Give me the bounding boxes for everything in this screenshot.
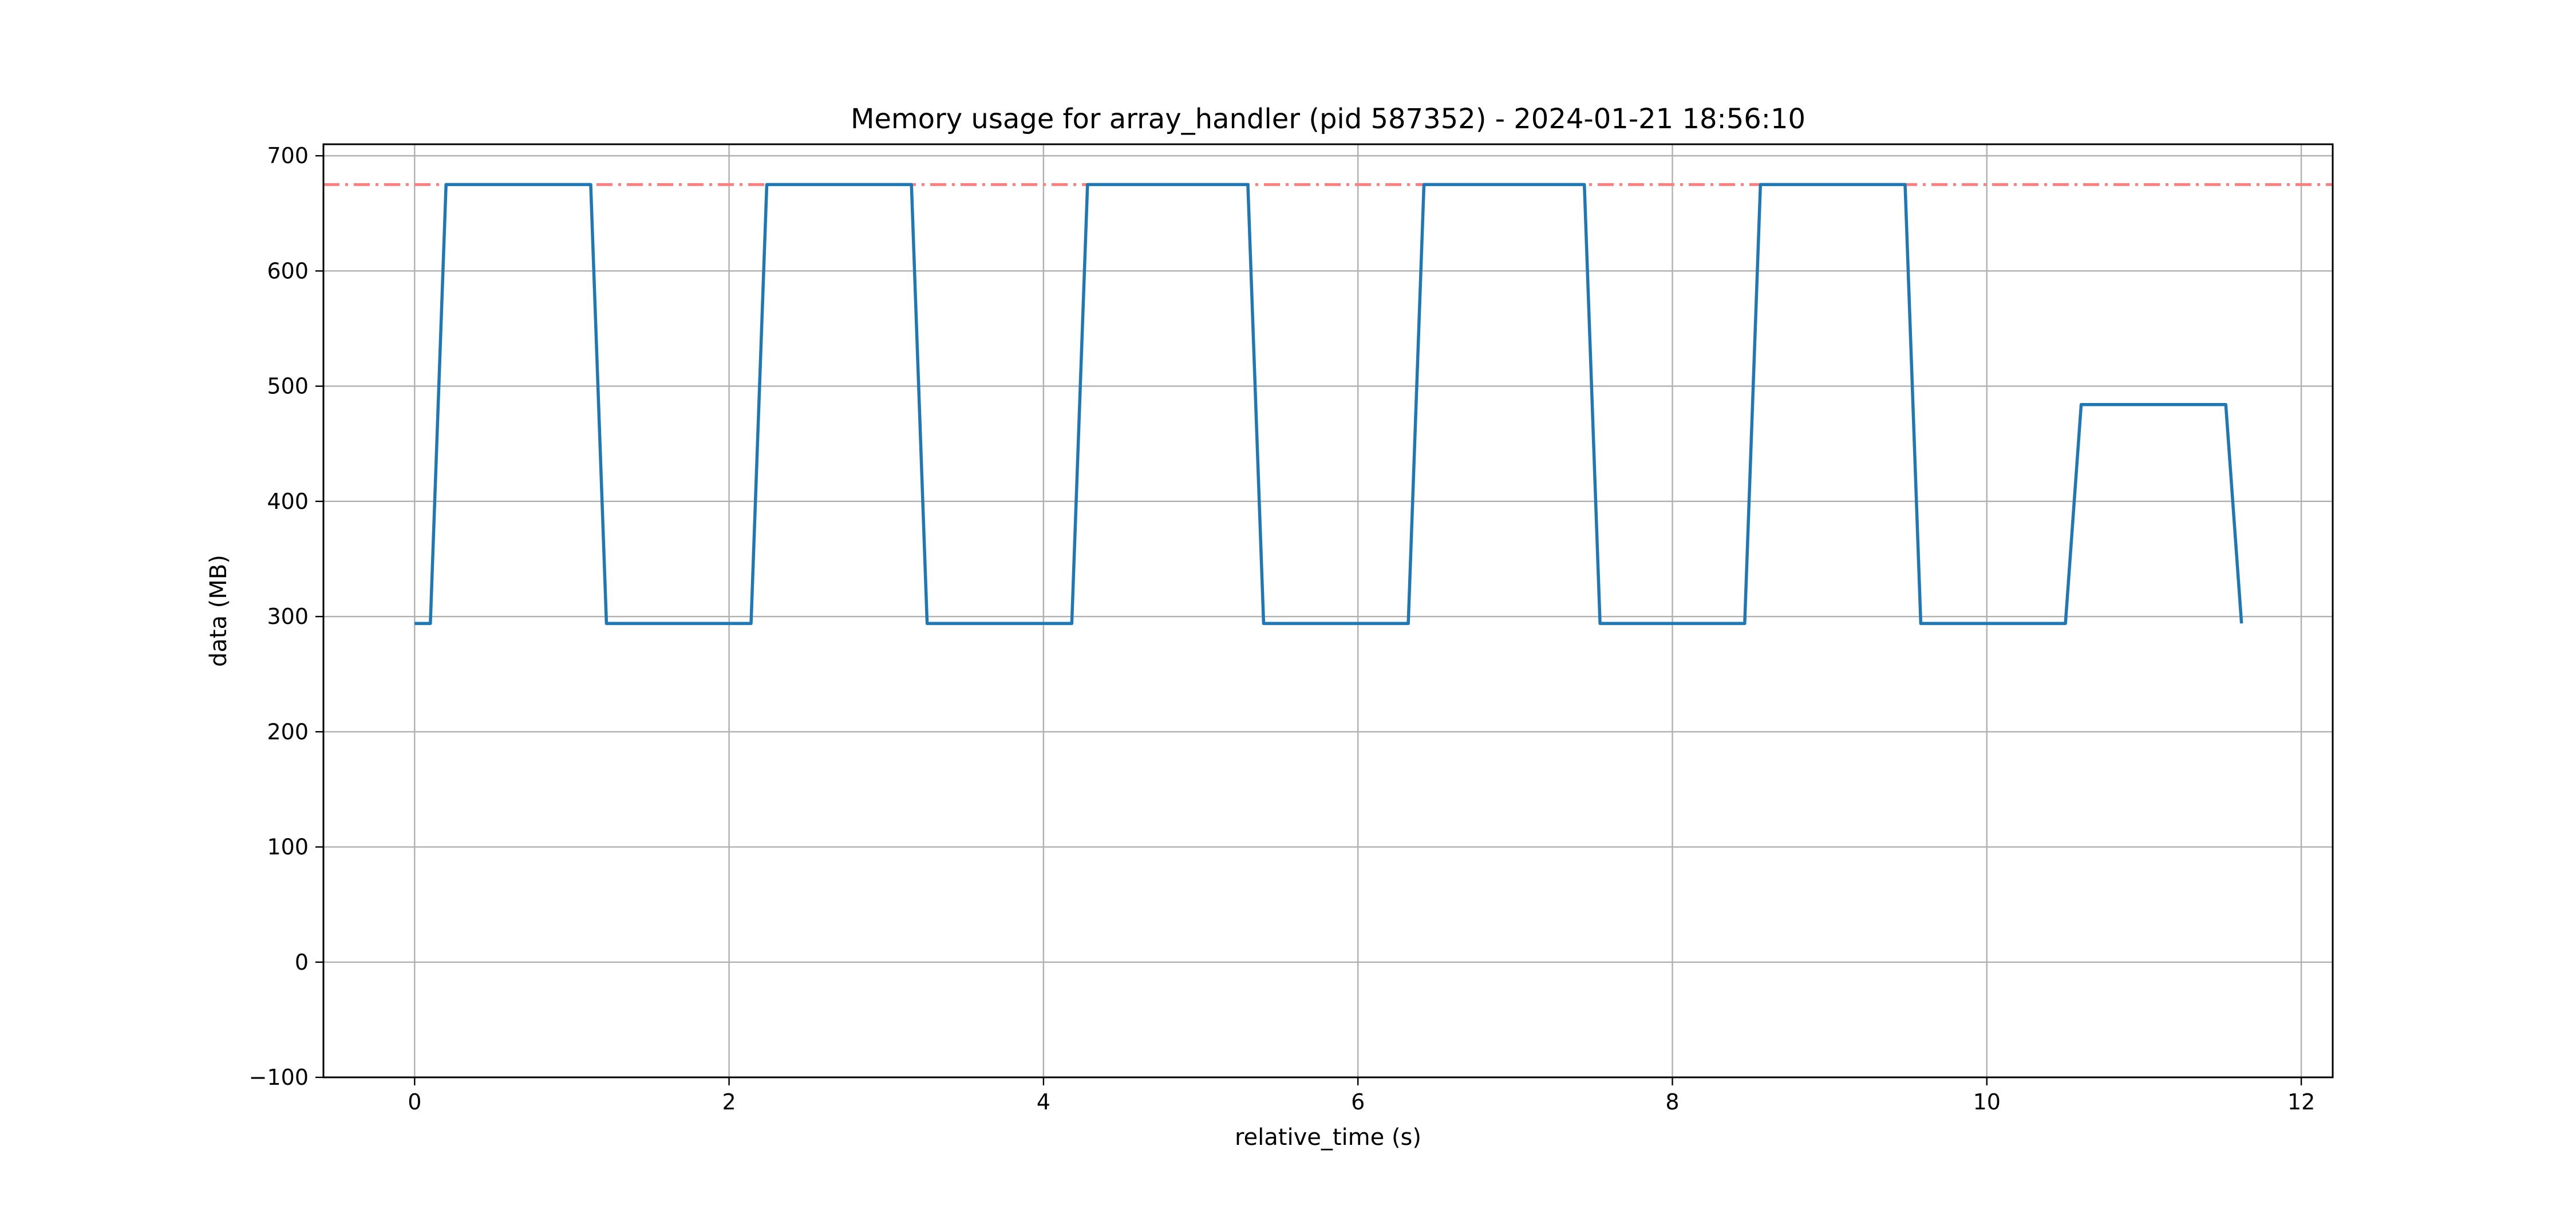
x-tick-label: 6: [1351, 1089, 1365, 1115]
y-tick-label: 500: [267, 374, 309, 399]
y-tick-label: −100: [249, 1065, 309, 1090]
y-tick-label: 200: [267, 719, 309, 744]
grid: [323, 144, 2333, 1078]
memory-series-line: [414, 183, 2243, 625]
plot-frame: [322, 143, 2334, 1078]
y-tick-label: 0: [295, 950, 309, 975]
x-tick-label: 8: [1665, 1089, 1679, 1115]
chart-title: Memory usage for array_handler (pid 5873…: [851, 103, 1805, 135]
y-axis-label: data (MB): [206, 555, 232, 667]
y-tick-label: 100: [267, 835, 309, 860]
y-tick-label: 400: [267, 489, 309, 514]
y-tick-label: 700: [267, 143, 309, 168]
x-tick-label: 10: [1973, 1089, 2001, 1115]
x-tick-label: 2: [722, 1089, 736, 1115]
x-axis-label: relative_time (s): [1235, 1124, 1421, 1151]
x-tick-label: 12: [2287, 1089, 2315, 1115]
series-layer: [414, 183, 2243, 625]
ticks: 0 2 4 6 8 10 12 −100 0 100 200 300 400 500 600 700: [249, 143, 2316, 1115]
x-tick-label: 4: [1037, 1089, 1050, 1115]
x-tick-label: 0: [408, 1089, 421, 1115]
y-tick-label: 300: [267, 604, 309, 629]
y-tick-label: 600: [267, 258, 309, 283]
